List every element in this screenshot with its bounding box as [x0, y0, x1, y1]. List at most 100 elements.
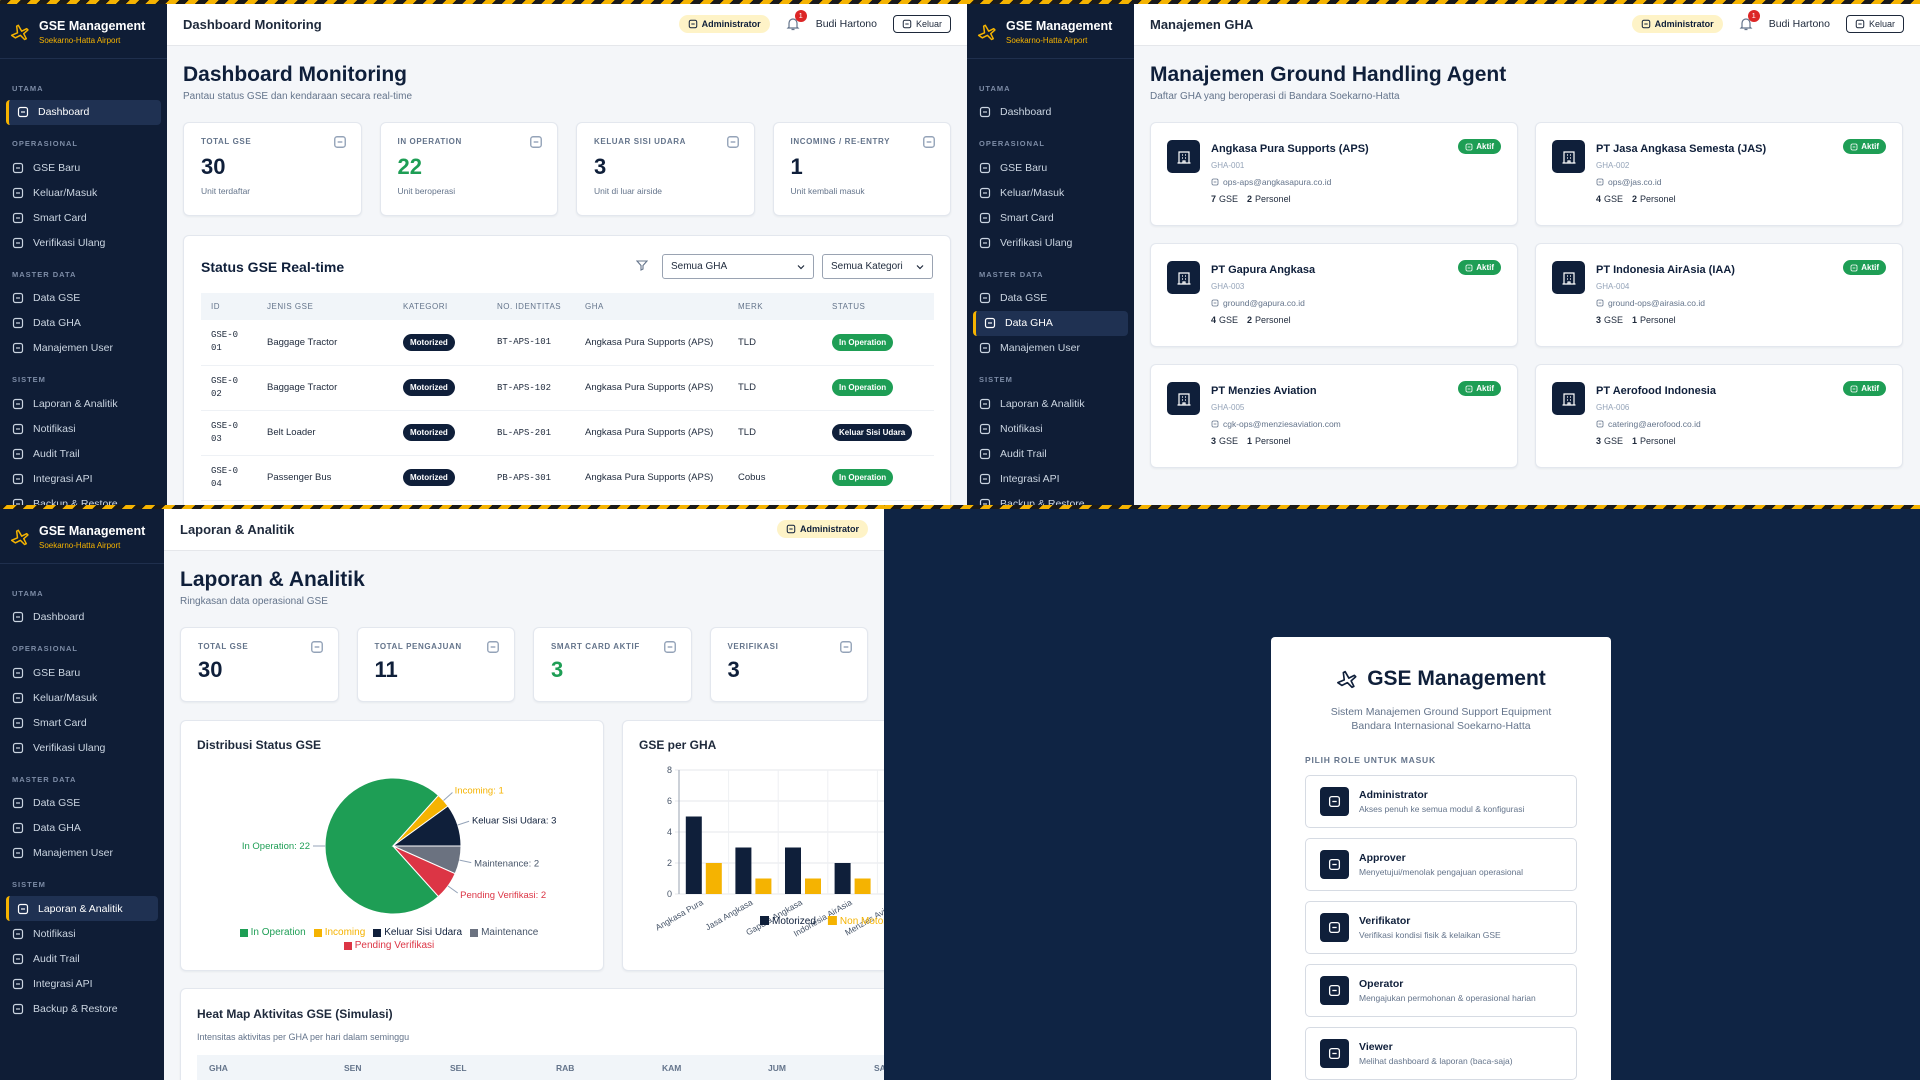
- icon: [1850, 143, 1858, 150]
- table-row[interactable]: GSE-002 Baggage Tractor Motorized BT-APS-10…: [201, 365, 934, 411]
- legend-item: Keluar Sisi Udara: [373, 927, 462, 938]
- nav-item[interactable]: Data GHA: [0, 816, 158, 841]
- gha-card[interactable]: Aktif PT Gapura Angkasa GHA-003 ground@gapu…: [1150, 243, 1518, 347]
- icon-shape: [17, 903, 29, 914]
- gha-card[interactable]: Aktif PT Indonesia AirAsia (IAA) GHA-004 gr…: [1535, 243, 1903, 347]
- nav-item[interactable]: Notifikasi: [0, 921, 158, 946]
- nav-item[interactable]: Keluar/Masuk: [967, 180, 1128, 205]
- logout-button[interactable]: Keluar: [1845, 15, 1904, 33]
- role-option[interactable]: Viewer Melihat dashboard & laporan (baca-…: [1305, 1027, 1577, 1080]
- nav-item[interactable]: Manajemen User: [0, 336, 161, 361]
- nav-item[interactable]: Smart Card: [0, 710, 158, 735]
- icon: [17, 903, 29, 914]
- heatmap-column: KAM: [662, 1062, 682, 1073]
- status-label: Aktif: [1476, 263, 1494, 272]
- icon: [1328, 921, 1341, 934]
- nav-item[interactable]: Backup & Restore: [0, 491, 161, 505]
- plane-shape: [977, 24, 996, 41]
- nav-item[interactable]: Manajemen User: [0, 841, 158, 866]
- stat-value: 22: [397, 154, 422, 179]
- nav-label: Verifikasi Ulang: [33, 741, 106, 754]
- nav-item[interactable]: GSE Baru: [0, 660, 158, 685]
- icon: [12, 928, 24, 939]
- nav-item[interactable]: Laporan & Analitik: [6, 896, 158, 921]
- gha-icon: [1552, 140, 1585, 173]
- nav-item[interactable]: Notifikasi: [967, 416, 1128, 441]
- nav-item[interactable]: GSE Baru: [967, 155, 1128, 180]
- nav-section-title: MASTER DATA: [12, 269, 77, 279]
- nav-item[interactable]: Backup & Restore: [0, 996, 158, 1021]
- nav-item[interactable]: Integrasi API: [0, 466, 161, 491]
- table-row[interactable]: GSE-001 Baggage Tractor Motorized BT-APS-10…: [201, 320, 934, 366]
- nav-item[interactable]: GSE Baru: [0, 155, 161, 180]
- status-label: Aktif: [1861, 384, 1879, 393]
- nav-item[interactable]: Data GSE: [0, 791, 158, 816]
- nav-item[interactable]: Data GSE: [0, 286, 161, 311]
- filter-select[interactable]: Semua Kategori: [822, 254, 933, 279]
- nav-item[interactable]: Audit Trail: [0, 441, 161, 466]
- nav-item[interactable]: Verifikasi Ulang: [0, 230, 161, 255]
- logout-button[interactable]: Keluar: [892, 15, 951, 33]
- icon: [487, 641, 499, 653]
- nav-item[interactable]: Data GSE: [967, 286, 1128, 311]
- icon: [1465, 264, 1473, 271]
- icon-shape: [1328, 858, 1341, 871]
- gha-card[interactable]: Aktif Angkasa Pura Supports (APS) GHA-001 o…: [1150, 122, 1518, 226]
- nav-item[interactable]: Dashboard: [967, 100, 1128, 125]
- nav-item[interactable]: Smart Card: [967, 205, 1128, 230]
- role-option[interactable]: Approver Menyetujui/menolak pengajuan ope…: [1305, 838, 1577, 891]
- nav-item[interactable]: Data GHA: [973, 310, 1128, 336]
- nav-item[interactable]: Laporan & Analitik: [0, 391, 161, 416]
- nav-item[interactable]: Data GHA: [0, 311, 161, 336]
- icon: [12, 717, 24, 728]
- stat-value: 3: [594, 154, 607, 179]
- brand-name: GSE Management: [39, 524, 146, 538]
- icon-shape: [12, 317, 24, 329]
- nav-item[interactable]: Notifikasi: [0, 416, 161, 441]
- nav-item[interactable]: Laporan & Analitik: [967, 391, 1128, 416]
- gha-card[interactable]: Aktif PT Menzies Aviation GHA-005 cgk-ops@m…: [1150, 364, 1518, 468]
- role-option[interactable]: Administrator Akses penuh ke semua modul …: [1305, 775, 1577, 828]
- icon: [786, 524, 796, 534]
- nav-item[interactable]: Smart Card: [0, 205, 161, 230]
- nav-item[interactable]: Backup & Restore: [967, 491, 1128, 505]
- brand: GSE Management Soekarno-Hatta Airport: [0, 0, 167, 59]
- icon: [310, 641, 323, 653]
- role-option[interactable]: Verifikator Verifikasi kondisi fisik & ke…: [1305, 901, 1577, 954]
- table-row[interactable]: GSE-003 Belt Loader Motorized BL-APS-201 Ang…: [201, 410, 934, 456]
- cell-text: Angkasa Pura Supports (APS): [585, 382, 714, 393]
- gha-code: GHA-001: [1211, 161, 1245, 170]
- notification-bell[interactable]: 1: [786, 10, 807, 31]
- nav-item[interactable]: Dashboard: [0, 605, 158, 630]
- nav-item[interactable]: Dashboard: [6, 99, 161, 125]
- stat-label: TOTAL PENGAJUAN: [374, 642, 462, 651]
- pie-chart: In Operation: 22 Incoming: 1 Keluar Sisi U…: [242, 777, 556, 915]
- gha-grid: Aktif Angkasa Pura Supports (APS) GHA-001 o…: [1150, 122, 1904, 468]
- nav-item[interactable]: Audit Trail: [0, 946, 158, 971]
- icon-shape: [12, 978, 24, 989]
- notification-bell[interactable]: 1: [1739, 10, 1760, 31]
- gha-card[interactable]: Aktif PT Aerofood Indonesia GHA-006 caterin…: [1535, 364, 1903, 468]
- cell-text: Angkasa Pura Supports (APS): [585, 336, 714, 348]
- nav-item[interactable]: Keluar/Masuk: [0, 685, 158, 710]
- cell-text: Passenger Bus: [267, 472, 332, 483]
- nav-item[interactable]: Integrasi API: [0, 971, 158, 996]
- stat-note: Unit kembali masuk: [790, 186, 865, 196]
- gha-card[interactable]: Aktif PT Jasa Angkasa Semesta (JAS) GHA-00…: [1535, 122, 1903, 226]
- icon-shape: [786, 524, 796, 534]
- role-desc: Mengajukan permohonan & operasional hari…: [1359, 993, 1536, 1003]
- icon-shape: [12, 448, 24, 459]
- role-option[interactable]: Operator Mengajukan permohonan & operasio…: [1305, 964, 1577, 1017]
- filter-select[interactable]: Semua GHA: [662, 254, 814, 279]
- nav-item[interactable]: Integrasi API: [967, 466, 1128, 491]
- icon-shape: [1465, 264, 1473, 271]
- table-row[interactable]: GSE-004 Passenger Bus Motorized PB-APS-301 A…: [201, 455, 934, 501]
- gse-id: GSE-001: [211, 330, 239, 354]
- nav-item[interactable]: Manajemen User: [967, 336, 1128, 361]
- main-area: Manajemen GHA Administrator 1 Budi Hartono K…: [1134, 0, 1920, 505]
- nav-item[interactable]: Verifikasi Ulang: [0, 735, 158, 760]
- nav-label: Verifikasi Ulang: [1000, 236, 1073, 249]
- nav-item[interactable]: Verifikasi Ulang: [967, 230, 1128, 255]
- nav-item[interactable]: Audit Trail: [967, 441, 1128, 466]
- nav-item[interactable]: Keluar/Masuk: [0, 180, 161, 205]
